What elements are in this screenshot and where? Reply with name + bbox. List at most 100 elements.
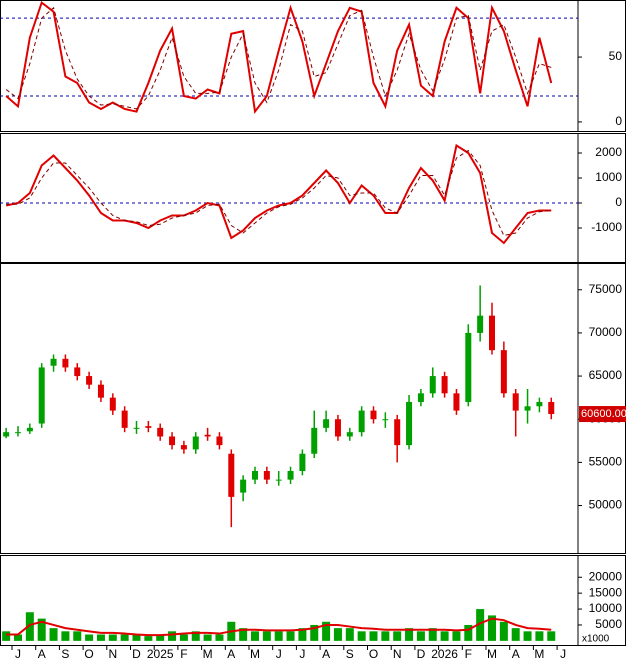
y-tick-label: 0 — [615, 114, 622, 128]
last-price-label: 60600.00 — [581, 408, 626, 420]
candle-body — [50, 358, 57, 366]
volume-bar — [96, 634, 105, 641]
x-tick-label: S — [61, 647, 69, 661]
x-tick-label: M — [203, 647, 213, 661]
candle-body — [334, 419, 341, 437]
y-tick-label: 1000 — [595, 170, 622, 184]
candle-body — [536, 401, 543, 407]
y-tick-label: 50 — [609, 49, 623, 63]
volume-bar — [499, 621, 508, 641]
x-tick-label: J — [560, 647, 566, 661]
volume-bar — [428, 628, 437, 641]
volume-bar — [547, 631, 556, 641]
x-tick-label: D — [417, 647, 426, 661]
x-tick-label: M — [534, 647, 544, 661]
y-tick-label: 15000 — [589, 585, 623, 599]
volume-bar — [345, 628, 354, 641]
candle-body — [275, 479, 282, 481]
volume-bar — [405, 628, 414, 641]
volume-bar — [262, 631, 271, 641]
volume-bar — [416, 631, 425, 641]
y-tick-label: 55000 — [589, 455, 623, 469]
series-line — [6, 149, 552, 237]
volume-bar — [85, 634, 94, 641]
candle-body — [394, 419, 401, 446]
candle-body — [441, 376, 448, 394]
candle-body — [216, 436, 223, 446]
volume-bar — [511, 628, 520, 641]
candle-body — [180, 445, 187, 450]
candle-body — [86, 376, 93, 385]
volume-bar — [179, 634, 188, 641]
x-tick-label: A — [322, 647, 330, 661]
volume-bar — [37, 618, 46, 641]
candle-body — [370, 410, 377, 420]
volume-bar — [381, 631, 390, 641]
volume-bar — [523, 631, 532, 641]
candle-body — [97, 384, 104, 398]
x-tick-label: N — [393, 647, 402, 661]
candle-body — [429, 376, 436, 394]
y-tick-label: 70000 — [589, 325, 623, 339]
volume-bar — [156, 634, 165, 641]
volume-bar — [25, 612, 34, 641]
volume-bar — [168, 631, 177, 641]
candle-body — [287, 471, 294, 480]
candle-body — [15, 432, 21, 434]
y-tick-label: 2000 — [595, 145, 622, 159]
x-tick-label: J — [276, 647, 282, 661]
volume-bar — [440, 631, 449, 641]
volume-bar — [535, 631, 544, 641]
volume-bar — [215, 634, 224, 641]
volume-bar — [393, 631, 402, 641]
y-tick-label: 75000 — [589, 282, 623, 296]
candle-body — [26, 427, 33, 432]
volume-bar — [203, 634, 212, 641]
x-tick-label: J — [15, 647, 21, 661]
y-tick-label: 50000 — [589, 498, 623, 512]
candle-body — [489, 315, 495, 351]
volume-bar — [251, 631, 259, 641]
candle-body — [524, 406, 531, 411]
y-tick-label: 20000 — [589, 569, 623, 583]
candle-body — [417, 393, 424, 402]
y-tick-label: -1000 — [591, 220, 622, 234]
x-tick-label: A — [38, 647, 46, 661]
volume-bar — [274, 631, 283, 641]
x-tick-label: J — [299, 647, 305, 661]
candle-body — [263, 471, 270, 480]
volume-bar — [298, 628, 307, 641]
volume-bar — [49, 628, 58, 641]
volume-bar — [108, 634, 117, 641]
candle-body — [323, 419, 330, 428]
x-tick-label: M — [250, 647, 260, 661]
y-tick-label: 65000 — [589, 368, 623, 382]
candle-body — [358, 410, 365, 433]
candle-body — [252, 471, 258, 480]
candle-body — [38, 367, 45, 424]
volume-bar — [61, 631, 70, 641]
x-tick-label: A — [227, 647, 235, 661]
candle-body — [3, 432, 10, 437]
candle-body — [169, 436, 176, 446]
series-line — [5, 143, 552, 245]
volume-bar — [464, 624, 473, 641]
candle-body — [109, 397, 116, 411]
volume-bar — [132, 634, 141, 641]
candle-body — [465, 332, 472, 402]
volume-bar — [452, 631, 461, 641]
candle-body — [477, 315, 484, 333]
candle-body — [299, 453, 306, 472]
candle-body — [133, 427, 140, 429]
series-line — [5, 6, 552, 110]
volume-bar — [120, 634, 129, 641]
x-tick-label: O — [84, 647, 93, 661]
candle-body — [121, 410, 128, 428]
x-tick-label: F — [180, 647, 187, 661]
volume-bar — [357, 631, 366, 641]
volume-bar — [239, 628, 248, 641]
candle-body — [74, 367, 81, 377]
candle-body — [228, 453, 235, 497]
